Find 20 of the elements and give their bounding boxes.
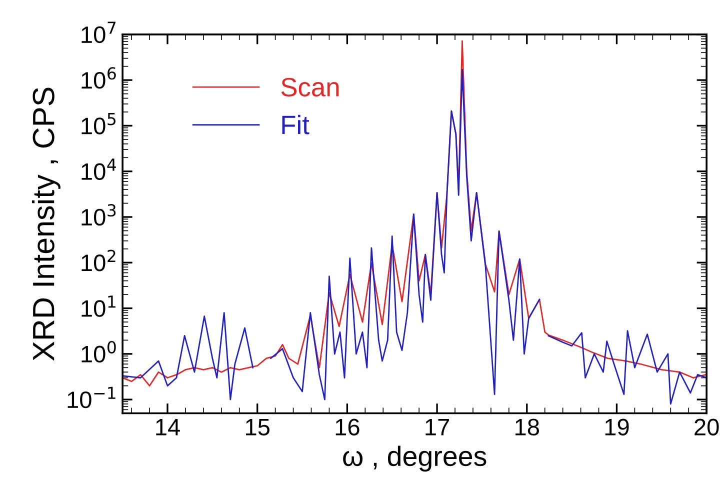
y-tick-label: 10$^{7}$ (82, 22, 116, 44)
y-tick-label: 10$^{5}$ (82, 113, 116, 134)
y-tick-label: 10$^{1}$ (82, 296, 116, 317)
x-tick-label: 17 (426, 419, 449, 436)
y-tick-label: 10$^{6}$ (82, 67, 116, 89)
y-tick-label: 10$^{−1}$ (68, 386, 116, 408)
y-tick-label: 10$^{3}$ (82, 204, 116, 226)
x-axis-title: ω , degrees (343, 446, 486, 472)
y-tick-label: 10$^{4}$ (82, 158, 116, 180)
y-axis-title: XRD Intensity , CPS (32, 88, 60, 361)
x-tick-label: 18 (516, 418, 539, 436)
x-tick-label: 19 (605, 418, 629, 436)
x-tick-label: 15 (246, 419, 270, 436)
x-tick-label: 20 (694, 418, 719, 436)
y-tick-label: 10$^{2}$ (82, 250, 116, 272)
legend-label: Fit (282, 114, 310, 134)
x-tick-label: 16 (336, 418, 360, 436)
legend-label: Scan (281, 78, 339, 97)
y-tick-label: 10$^{0}$ (82, 340, 116, 363)
x-tick-label: 14 (156, 419, 180, 436)
